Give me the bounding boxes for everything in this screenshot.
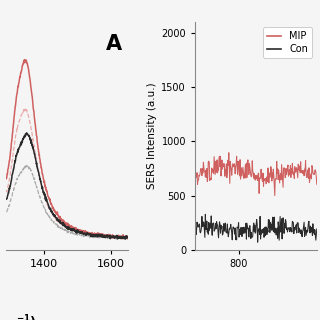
Text: A: A	[106, 34, 122, 54]
Legend: MIP, Con: MIP, Con	[263, 27, 312, 58]
Y-axis label: SERS Intensity (a.u.): SERS Intensity (a.u.)	[147, 83, 157, 189]
Text: $\mathbf{^{-1}}$): $\mathbf{^{-1}}$)	[16, 313, 37, 320]
